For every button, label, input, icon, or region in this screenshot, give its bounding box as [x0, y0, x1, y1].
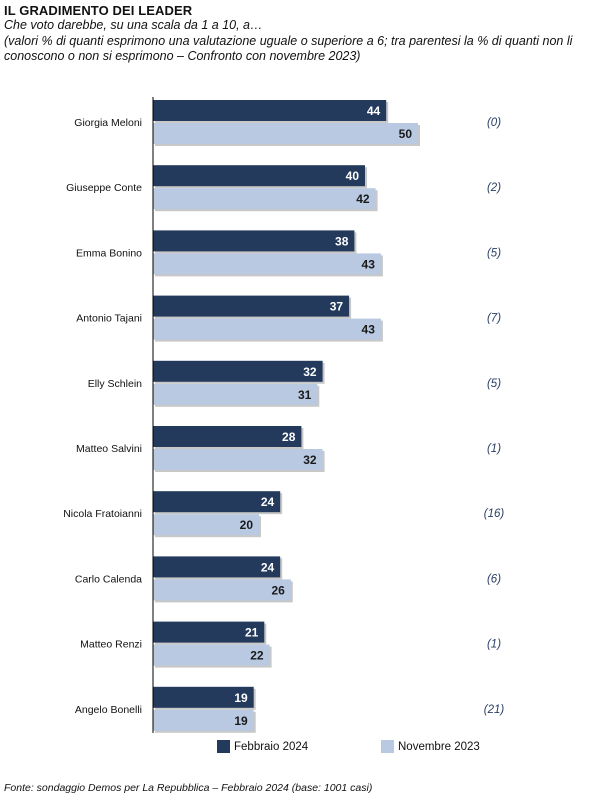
- category-label: Elly Schlein: [88, 378, 142, 390]
- data-label: 22: [250, 649, 264, 663]
- data-label: 28: [282, 430, 296, 444]
- data-label: 32: [303, 453, 317, 467]
- data-label: 43: [362, 257, 376, 271]
- not-known-label: (1): [487, 443, 501, 455]
- not-known-label: (21): [484, 704, 505, 716]
- not-known-label: (1): [487, 639, 501, 651]
- data-label: 32: [303, 365, 317, 379]
- category-label: Emma Bonino: [76, 247, 142, 259]
- category-label: Angelo Bonelli: [75, 704, 142, 716]
- category-label: Giorgia Meloni: [74, 117, 142, 129]
- bar-2023: [153, 709, 254, 731]
- legend-swatch-2024: [217, 740, 230, 753]
- legend-swatch-2023: [381, 740, 394, 753]
- page-title: IL GRADIMENTO DEI LEADER: [4, 3, 193, 18]
- data-label: 21: [245, 626, 259, 640]
- bar-2023: [153, 579, 291, 601]
- not-known-label: (5): [487, 378, 501, 390]
- not-known-label: (5): [487, 247, 501, 259]
- category-label: Antonio Tajani: [76, 313, 142, 325]
- page-subtitle: Che voto darebbe, su una scala da 1 a 10…: [4, 18, 263, 32]
- bar-2024: [153, 295, 350, 317]
- bar-2023: [153, 449, 323, 470]
- legend: Febbraio 2024 Novembre 2023: [0, 740, 604, 760]
- not-known-label: (0): [487, 117, 501, 129]
- legend-item-2023: Novembre 2023: [381, 740, 480, 753]
- legend-label-2023: Novembre 2023: [398, 740, 480, 753]
- bar-2024: [153, 230, 355, 252]
- data-label: 37: [330, 300, 344, 314]
- category-label: Matteo Renzi: [80, 639, 142, 651]
- data-label: 26: [271, 583, 285, 597]
- bar-2023: [153, 318, 381, 340]
- legend-item-2024: Febbraio 2024: [217, 740, 308, 753]
- bar-2023: [153, 514, 259, 536]
- data-label: 24: [261, 495, 275, 509]
- data-label: 24: [261, 560, 275, 574]
- bar-2024: [153, 360, 323, 382]
- legend-label-2024: Febbraio 2024: [234, 740, 309, 753]
- bar-2024: [153, 686, 254, 708]
- source-note: Fonte: sondaggio Demos per La Repubblica…: [4, 782, 373, 794]
- category-label: Giuseppe Conte: [66, 182, 142, 194]
- not-known-label: (16): [484, 508, 505, 520]
- not-known-label: (7): [487, 313, 501, 325]
- bar-2024: [153, 100, 387, 121]
- data-label: 42: [356, 192, 370, 206]
- not-known-label: (2): [487, 182, 501, 194]
- bar-2023: [153, 253, 381, 275]
- page-note: (valori % di quanti esprimono una valuta…: [4, 34, 573, 63]
- bar-2024: [153, 491, 281, 513]
- bar-2024: [153, 165, 365, 187]
- category-label: Nicola Fratoianni: [63, 508, 142, 520]
- not-known-label: (6): [487, 573, 501, 585]
- bar-2024: [153, 556, 281, 578]
- bar-2023: [153, 644, 270, 666]
- category-label: Matteo Salvini: [76, 443, 142, 455]
- bar-2023: [153, 123, 418, 144]
- data-label: 43: [362, 323, 376, 337]
- category-label: Carlo Calenda: [75, 573, 142, 585]
- bar-2024: [153, 621, 265, 643]
- data-label: 31: [298, 388, 312, 402]
- bar-chart: Giorgia Meloni 44 50 (0) Giuseppe Conte 40 42 (…: [63, 97, 505, 733]
- data-label: 38: [335, 234, 349, 248]
- data-label: 40: [346, 169, 360, 183]
- data-label: 20: [240, 518, 254, 532]
- data-label: 19: [234, 714, 248, 728]
- data-label: 19: [234, 691, 248, 705]
- data-label: 44: [367, 104, 381, 118]
- data-label: 50: [399, 127, 413, 141]
- bar-2024: [153, 426, 302, 447]
- bar-2023: [153, 188, 376, 210]
- bar-2023: [153, 383, 318, 405]
